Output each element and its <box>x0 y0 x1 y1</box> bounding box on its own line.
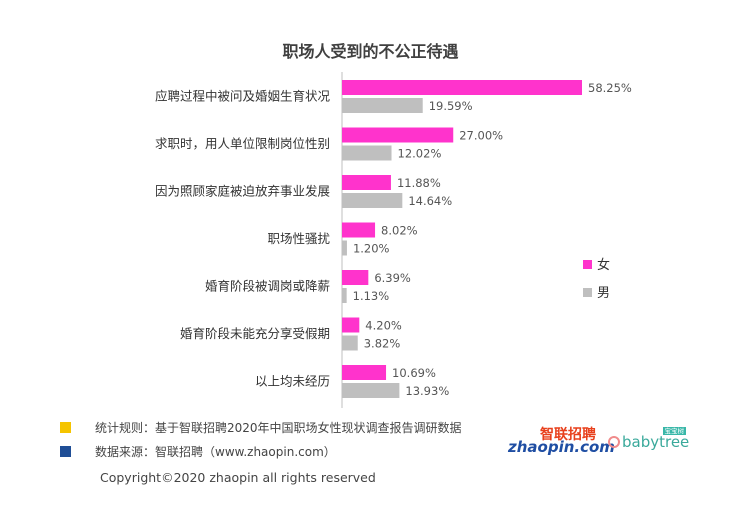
data-label-male: 13.93% <box>405 384 449 398</box>
bar-male <box>342 383 400 398</box>
note-statistics-rule: 统计规则：基于智联招聘2020年中国职场女性现状调查报告调研数据 <box>60 418 462 436</box>
babytree-logo-tag: 宝宝树 <box>662 427 686 435</box>
category-label: 因为照顾家庭被迫放弃事业发展 <box>155 184 330 199</box>
data-label-male: 1.20% <box>353 242 390 256</box>
data-label-male: 19.59% <box>429 99 473 113</box>
chart-title: 职场人受到的不公正待遇 <box>282 42 459 61</box>
note-statistics-text: 统计规则：基于智联招聘2020年中国职场女性现状调查报告调研数据 <box>95 420 462 435</box>
bar-male <box>342 335 358 351</box>
bar-female <box>342 317 360 333</box>
category-label: 以上均未经历 <box>255 374 330 389</box>
bar-male <box>342 145 392 161</box>
category-label: 职场性骚扰 <box>267 231 330 246</box>
bar-male <box>342 193 403 208</box>
data-label-female: 27.00% <box>459 129 503 143</box>
zhaopin-logo-en: zhaopin.com <box>508 438 615 456</box>
category-label: 应聘过程中被问及婚姻生育状况 <box>155 89 331 104</box>
note-source-text: 数据来源：智联招聘（www.zhaopin.com） <box>95 444 336 459</box>
data-label-male: 1.13% <box>353 289 390 303</box>
legend-swatch-female <box>583 260 592 269</box>
data-label-female: 8.02% <box>381 224 418 238</box>
bar-male <box>342 98 423 113</box>
data-label-male: 12.02% <box>398 147 442 161</box>
data-label-female: 6.39% <box>374 271 411 285</box>
bar-female <box>342 365 387 380</box>
legend-swatch-male <box>583 288 592 297</box>
babytree-mark-icon <box>608 436 620 448</box>
note-blue-square-icon <box>60 445 71 457</box>
bar-female <box>342 222 376 238</box>
data-label-female: 4.20% <box>365 319 402 333</box>
bar-female <box>342 175 391 190</box>
bar-chart: 应聘过程中被问及婚姻生育状况 58.25% 19.59% 求职时，用人单位限制岗位性别… <box>155 72 632 408</box>
data-label-female: 11.88% <box>397 176 441 190</box>
bar-male <box>342 288 347 303</box>
bar-female <box>342 80 582 95</box>
data-label-female: 10.69% <box>392 366 436 380</box>
legend-label-female: 女 <box>597 257 610 273</box>
babytree-logo: 宝宝树 babytree <box>608 427 698 456</box>
zhaopin-logo: 智联招聘 zhaopin.com <box>508 426 615 456</box>
bar-female <box>342 127 454 143</box>
data-label-male: 14.64% <box>408 194 452 208</box>
category-label: 婚育阶段未能充分享受假期 <box>180 326 330 341</box>
data-label-female: 58.25% <box>588 81 632 95</box>
babytree-logo-en: babytree <box>622 433 690 451</box>
note-yellow-square-icon <box>60 421 71 433</box>
category-label: 婚育阶段被调岗或降薪 <box>205 279 330 294</box>
data-label-male: 3.82% <box>364 337 401 351</box>
legend-label-male: 男 <box>597 286 610 301</box>
note-data-source: 数据来源：智联招聘（www.zhaopin.com） <box>60 442 336 460</box>
copyright-text: Copyright©2020 zhaopin all rights reserv… <box>100 470 376 485</box>
category-label: 求职时，用人单位限制岗位性别 <box>155 136 330 151</box>
bar-male <box>342 240 347 256</box>
bar-female <box>342 270 369 285</box>
zhaopin-logo-cn: 智联招聘 <box>540 427 596 443</box>
